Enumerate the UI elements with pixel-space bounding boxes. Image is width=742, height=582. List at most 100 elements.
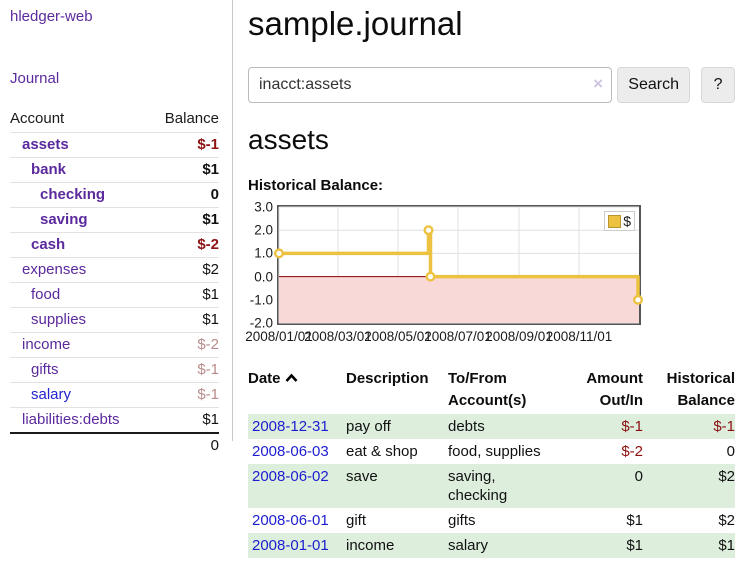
transaction-amount: $-2 [621, 443, 643, 460]
transaction-date-link[interactable]: 2008-06-01 [252, 512, 329, 529]
chart-legend: $ [604, 211, 635, 231]
transaction-description: save [346, 468, 378, 485]
account-balance: $1 [202, 161, 219, 178]
chart-y-axis: 3.0 2.0 1.0 0.0 -1.0 -2.0 [248, 200, 273, 331]
x-tick-label: 2008/11/01 [545, 329, 613, 344]
historical-balance-chart: 3.0 2.0 1.0 0.0 -1.0 -2.0 $ 2008/01/01 2008/03… [245, 200, 735, 345]
transaction-date-link[interactable]: 2008-01-01 [252, 537, 329, 554]
accounts-table: Account Balance assets $-1 bank $1 check… [10, 106, 219, 458]
x-tick-label: 2008/01/01 [245, 329, 313, 344]
account-row-bank: bank $1 [10, 157, 219, 183]
transaction-balance: 0 [726, 443, 735, 460]
page-title: sample.journal [248, 5, 463, 42]
amount-column-header: Amount Out/In [586, 370, 643, 409]
account-row-checking: checking 0 [10, 182, 219, 208]
transaction-balance: $2 [718, 512, 735, 529]
register-row: 2008-12-31 pay off debts $-1 $-1 [248, 414, 735, 439]
transaction-balance: $1 [718, 537, 735, 554]
transaction-description: gift [346, 512, 367, 529]
register-row: 2008-06-03 eat & shop food, supplies $-2… [248, 439, 735, 464]
y-tick-label: 3.0 [254, 199, 273, 215]
accounts-total-row: 0 [10, 433, 219, 458]
account-balance: $1 [202, 411, 219, 428]
transaction-accounts: saving, checking [448, 468, 508, 504]
search-button[interactable]: Search [617, 67, 691, 103]
x-tick-label: 2008/09/01 [485, 329, 553, 344]
help-button[interactable]: ? [701, 67, 735, 103]
register-table: Date Description To/From Account(s) Amou… [248, 366, 735, 558]
account-balance: $-1 [197, 136, 219, 153]
transaction-description: pay off [346, 418, 391, 435]
app-title-link[interactable]: hledger-web [10, 8, 93, 25]
account-row-supplies: supplies $1 [10, 307, 219, 333]
account-link-salary[interactable]: salary [31, 386, 72, 403]
account-balance: 0 [210, 186, 219, 203]
transaction-date-link[interactable]: 2008-12-31 [252, 418, 329, 435]
account-balance: $-1 [197, 386, 219, 403]
account-row-gifts: gifts $-1 [10, 357, 219, 383]
account-balance: $-1 [197, 361, 219, 378]
y-tick-label: 2.0 [254, 222, 273, 238]
account-link-food[interactable]: food [31, 286, 61, 303]
account-heading: assets [248, 124, 329, 155]
transaction-date-link[interactable]: 2008-06-03 [252, 443, 329, 460]
main-content: sample.journal × Search ? assets Histori… [245, 0, 735, 558]
account-row-income: income $-2 [10, 332, 219, 358]
search-bar: × Search ? [248, 67, 735, 103]
account-column-header: Account [10, 110, 65, 127]
account-link-bank[interactable]: bank [31, 161, 67, 178]
chart-plot-svg [274, 206, 644, 324]
account-link-cash[interactable]: cash [31, 236, 66, 253]
register-row: 2008-01-01 income salary $1 $1 [248, 533, 735, 558]
chart-plot-area: $ [274, 205, 644, 325]
account-link-saving[interactable]: saving [40, 211, 88, 228]
accounts-total: 0 [210, 437, 219, 454]
description-column-header: Description [346, 370, 429, 387]
account-row-salary: salary $-1 [10, 382, 219, 408]
legend-swatch-icon [608, 214, 622, 228]
account-link-checking[interactable]: checking [40, 186, 106, 203]
transaction-date-link[interactable]: 2008-06-02 [252, 468, 329, 485]
transaction-amount: 0 [634, 468, 643, 485]
register-header-row: Date Description To/From Account(s) Amou… [248, 366, 735, 414]
transaction-accounts: food, supplies [448, 443, 541, 460]
search-input[interactable] [248, 67, 612, 103]
transaction-description: income [346, 537, 395, 554]
date-column-header[interactable]: Date [248, 366, 346, 414]
balance-column-header: Balance [164, 110, 219, 127]
transaction-accounts: salary [448, 537, 489, 554]
sidebar-item-journal[interactable]: Journal [10, 70, 60, 87]
account-row-cash: cash $-2 [10, 232, 219, 258]
transaction-amount: $-1 [621, 418, 643, 435]
chart-x-axis: 2008/01/01 2008/03/01 2008/05/01 2008/07/01… [245, 329, 639, 345]
x-tick-label: 2008/07/01 [424, 329, 492, 344]
account-link-assets[interactable]: assets [22, 136, 69, 153]
account-balance: $1 [202, 311, 219, 328]
transaction-accounts: debts [448, 418, 485, 435]
sort-ascending-icon [285, 368, 298, 390]
account-link-liabilities-debts[interactable]: liabilities:debts [22, 411, 120, 428]
x-tick-label: 2008/05/01 [364, 329, 432, 344]
transaction-amount: $1 [626, 512, 643, 529]
account-row-liabilities-debts: liabilities:debts $1 [10, 407, 219, 433]
account-row-assets: assets $-1 [10, 132, 219, 158]
register-row: 2008-06-01 gift gifts $1 $2 [248, 508, 735, 533]
transaction-amount: $1 [626, 537, 643, 554]
account-link-gifts[interactable]: gifts [31, 361, 59, 378]
account-link-expenses[interactable]: expenses [22, 261, 87, 278]
accounts-column-header: To/From Account(s) [448, 370, 527, 409]
account-balance: $2 [202, 261, 219, 278]
account-link-supplies[interactable]: supplies [31, 311, 87, 328]
transaction-accounts: gifts [448, 512, 476, 529]
account-balance: $1 [202, 286, 219, 303]
account-balance: $-2 [197, 336, 219, 353]
balance-column-header: Historical Balance [666, 370, 735, 409]
transaction-balance: $-1 [713, 418, 735, 435]
accounts-table-header: Account Balance [10, 106, 219, 133]
transaction-description: eat & shop [346, 443, 418, 460]
account-link-income[interactable]: income [22, 336, 71, 353]
account-row-saving: saving $1 [10, 207, 219, 233]
register-row: 2008-06-02 save saving, checking 0 $2 [248, 464, 735, 508]
clear-search-icon[interactable]: × [593, 74, 603, 93]
legend-label: $ [623, 213, 631, 229]
